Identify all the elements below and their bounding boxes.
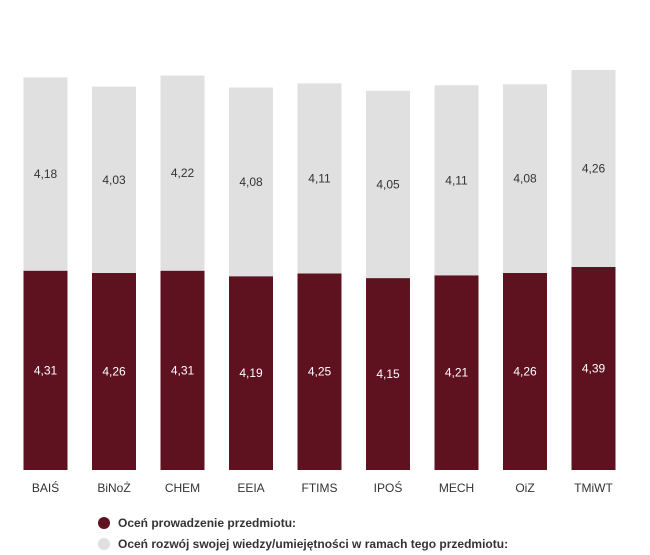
data-label-1-8: 4,39 — [582, 361, 606, 375]
bar-segment-2-6[interactable] — [434, 85, 479, 276]
data-label-1-4: 4,25 — [308, 365, 332, 379]
bar-segment-2-5[interactable] — [366, 90, 410, 279]
category-label-5: IPOŚ — [374, 480, 403, 495]
bar-segment-1-8[interactable] — [571, 266, 616, 470]
category-label-2: CHEM — [165, 481, 200, 495]
bar-segment-1-3[interactable] — [229, 276, 273, 470]
category-label-0: BAIŚ — [32, 480, 59, 495]
data-label-1-1: 4,26 — [102, 365, 126, 379]
data-label-2-3: 4,08 — [239, 175, 263, 189]
category-label-6: MECH — [439, 481, 474, 495]
data-label-2-2: 4,22 — [171, 166, 195, 180]
category-label-7: OiZ — [515, 481, 534, 495]
data-label-1-5: 4,15 — [376, 367, 400, 381]
data-label-1-7: 4,26 — [513, 365, 537, 379]
data-label-2-7: 4,08 — [513, 172, 537, 186]
bar-segment-1-0[interactable] — [23, 270, 68, 470]
data-label-1-6: 4,21 — [445, 366, 469, 380]
data-label-1-0: 4,31 — [34, 363, 58, 377]
data-label-2-6: 4,11 — [445, 173, 468, 187]
legend-label-series-2: Oceń rozwój swojej wiedzy/umiejętności w… — [118, 536, 509, 551]
data-label-1-2: 4,31 — [171, 363, 195, 377]
stacked-bar-chart: 4,31 4,18 BAIŚ 4,26 4,03 BiNoŻ 4,31 4,22 CHEM 4,1… — [23, 70, 616, 495]
bar-segment-1-2[interactable] — [160, 270, 205, 470]
bar-segment-1-6[interactable] — [434, 275, 479, 470]
bar-segment-2-4[interactable] — [297, 83, 342, 274]
data-label-2-5: 4,05 — [376, 177, 400, 191]
bar-segment-2-1[interactable] — [92, 86, 136, 274]
data-label-2-0: 4,18 — [34, 167, 58, 181]
bar-segment-2-7[interactable] — [503, 84, 547, 274]
bar-segment-2-8[interactable] — [571, 70, 616, 267]
legend-label-series-1: Oceń prowadzenie przedmiotu: — [118, 515, 297, 530]
bar-segment-1-7[interactable] — [503, 273, 547, 470]
legend-item-series-2[interactable]: Oceń rozwój swojej wiedzy/umiejętności w… — [98, 533, 508, 554]
category-label-1: BiNoŻ — [97, 481, 130, 495]
bar-segment-2-3[interactable] — [229, 87, 273, 277]
category-label-3: EEIA — [237, 481, 264, 495]
category-label-4: FTIMS — [302, 481, 338, 495]
data-label-2-1: 4,03 — [102, 173, 126, 187]
data-label-1-3: 4,19 — [239, 366, 263, 380]
category-label-8: TMiWT — [574, 481, 613, 495]
legend-item-series-1[interactable]: Oceń prowadzenie przedmiotu: — [98, 512, 508, 533]
bar-segment-1-5[interactable] — [366, 278, 410, 470]
data-label-2-8: 4,26 — [582, 161, 606, 175]
data-label-2-4: 4,11 — [308, 171, 331, 185]
bar-segment-2-2[interactable] — [160, 75, 205, 271]
bar-segment-1-4[interactable] — [297, 273, 342, 470]
legend-swatch-series-1 — [98, 516, 110, 529]
legend-swatch-series-2 — [98, 537, 110, 550]
bar-segment-2-0[interactable] — [23, 77, 68, 271]
bar-segment-1-1[interactable] — [92, 273, 136, 470]
legend: Oceń prowadzenie przedmiotu: Oceń rozwój… — [98, 512, 508, 554]
